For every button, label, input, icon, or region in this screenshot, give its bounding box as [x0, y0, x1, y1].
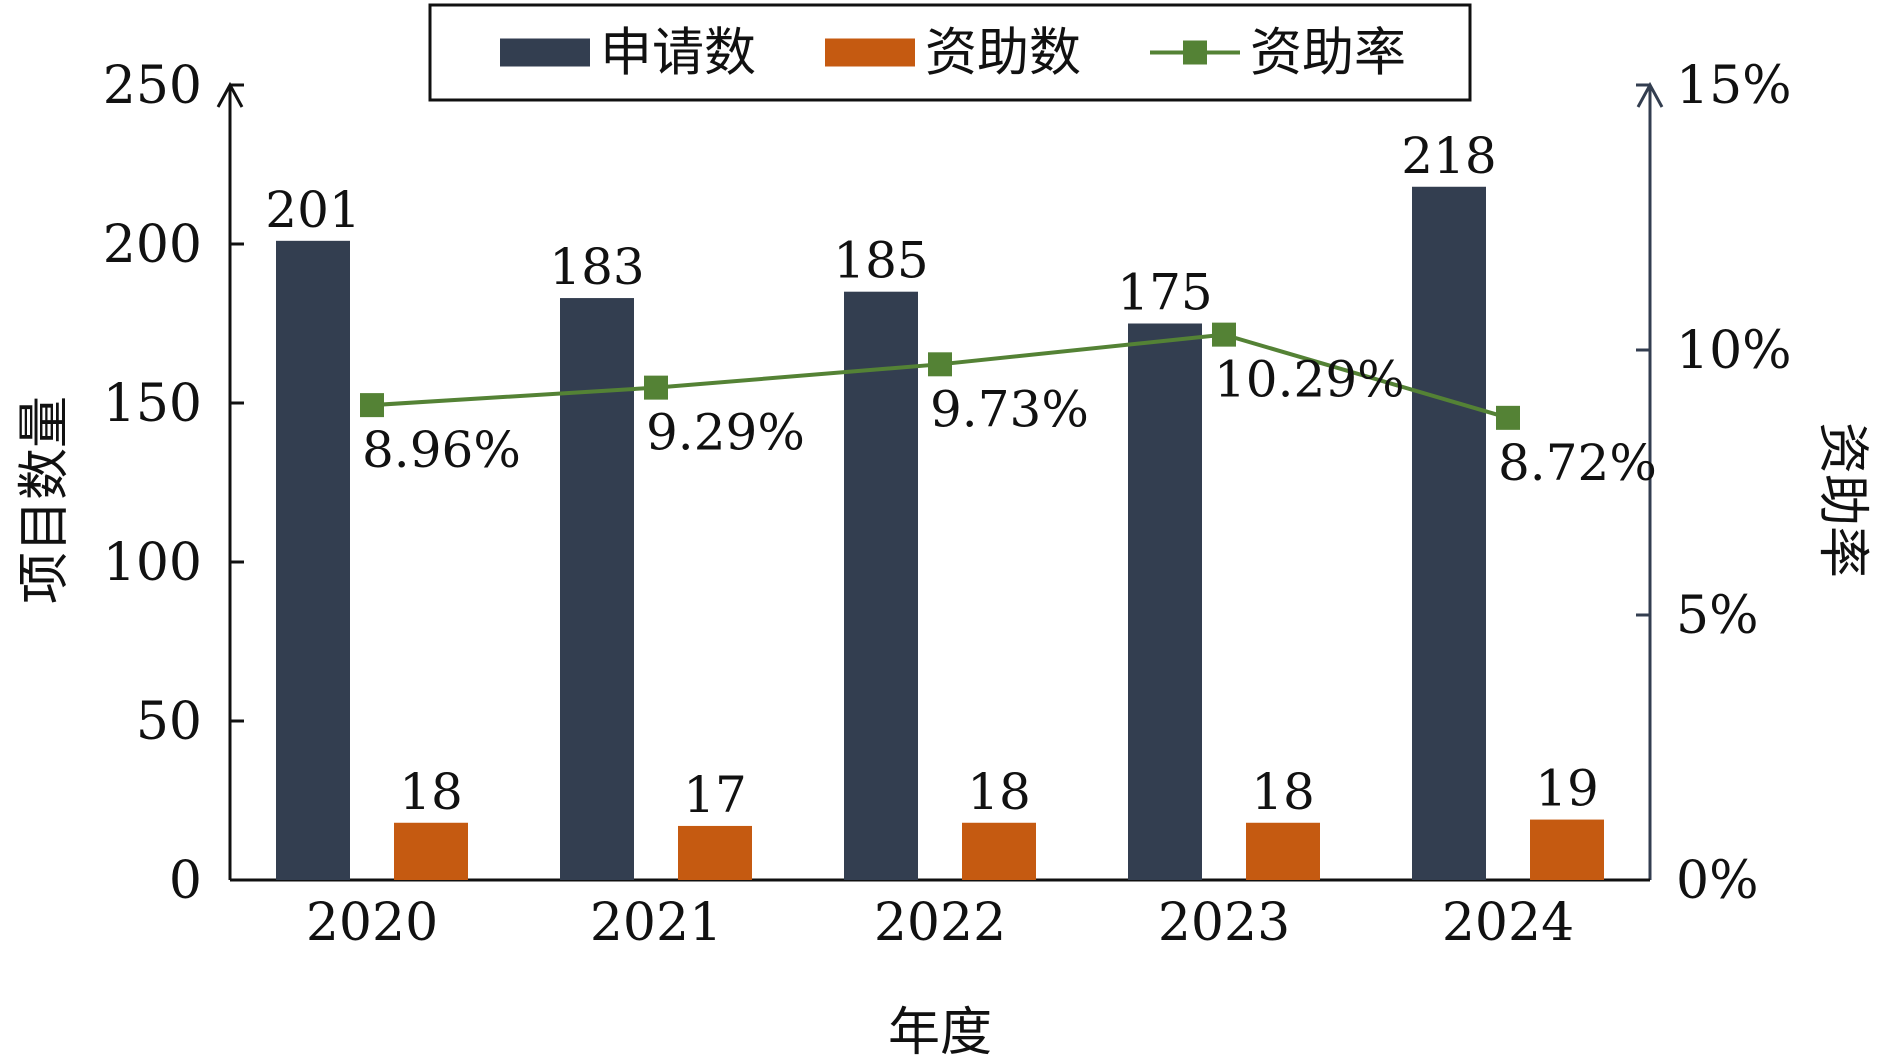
y-tick-label: 200	[103, 215, 202, 275]
rate-point-label: 9.29%	[646, 404, 805, 462]
bar-funded	[1530, 819, 1604, 880]
rate-point-label: 8.96%	[362, 421, 521, 479]
bar-funded	[962, 822, 1036, 880]
y-tick-label: 0	[169, 851, 202, 911]
rate-point	[1212, 322, 1236, 347]
y-tick-label: 250	[103, 56, 202, 116]
bar-applications-label: 218	[1401, 127, 1496, 185]
y2-tick-label: 5%	[1676, 586, 1759, 646]
rate-point-label: 10.29%	[1214, 351, 1405, 409]
bar-funded-label: 18	[967, 763, 1031, 821]
y2-tick-label: 0%	[1676, 851, 1759, 911]
x-tick-label: 2022	[874, 893, 1006, 953]
bar-funded	[394, 822, 468, 880]
y-axis-title: 项目数量	[15, 396, 75, 604]
y2-axis-title: 资助率	[1812, 422, 1872, 578]
x-tick-label: 2024	[1442, 893, 1574, 953]
y-tick-label: 50	[136, 692, 202, 752]
rate-point	[928, 352, 952, 377]
bar-applications	[1412, 186, 1486, 880]
bar-funded	[1246, 822, 1320, 880]
rate-point-label: 9.73%	[930, 380, 1089, 438]
bar-funded	[678, 825, 752, 880]
legend-swatch	[500, 38, 590, 67]
data-labels: 201 18 183 17 185 18 175 18 218 19 8.96% 9.29% 9.73%…	[265, 127, 1657, 824]
y-tick-label: 100	[103, 533, 202, 593]
bar-applications-label: 183	[549, 238, 644, 296]
legend: 申请数 资助数 资助率	[428, 3, 1472, 102]
bar-funded-label: 18	[399, 763, 463, 821]
legend-label: 申请数	[600, 24, 756, 84]
bar-applications-label: 185	[833, 232, 928, 290]
legend-label: 资助率	[1250, 24, 1406, 84]
x-tick-label: 2020	[306, 893, 438, 953]
bar-applications	[276, 240, 350, 880]
legend-swatch	[825, 38, 915, 67]
rate-line	[360, 322, 1520, 430]
x-tick-label: 2023	[1158, 893, 1290, 953]
rate-point	[644, 375, 668, 400]
legend-box	[428, 3, 1472, 102]
bar-applications	[1128, 323, 1202, 880]
bar-applications-label: 201	[265, 181, 360, 239]
legend-label: 资助数	[925, 24, 1081, 84]
x-tick-label: 2021	[590, 893, 722, 953]
bar-funded-label: 17	[683, 766, 747, 824]
rate-point-label: 8.72%	[1498, 434, 1657, 492]
x-axis-title: 年度	[888, 1003, 992, 1062]
rate-point	[360, 393, 384, 418]
bar-funded-label: 18	[1251, 763, 1315, 821]
bars	[276, 186, 1604, 880]
y2-tick-label: 15%	[1676, 56, 1792, 116]
rate-point	[1496, 405, 1520, 430]
bar-funded-label: 19	[1535, 760, 1599, 818]
y-tick-label: 150	[103, 374, 202, 434]
bar-applications	[844, 291, 918, 880]
legend-marker	[1183, 40, 1207, 65]
y2-tick-label: 10%	[1676, 321, 1792, 381]
bar-applications	[560, 298, 634, 880]
bar-applications-label: 175	[1117, 264, 1212, 322]
